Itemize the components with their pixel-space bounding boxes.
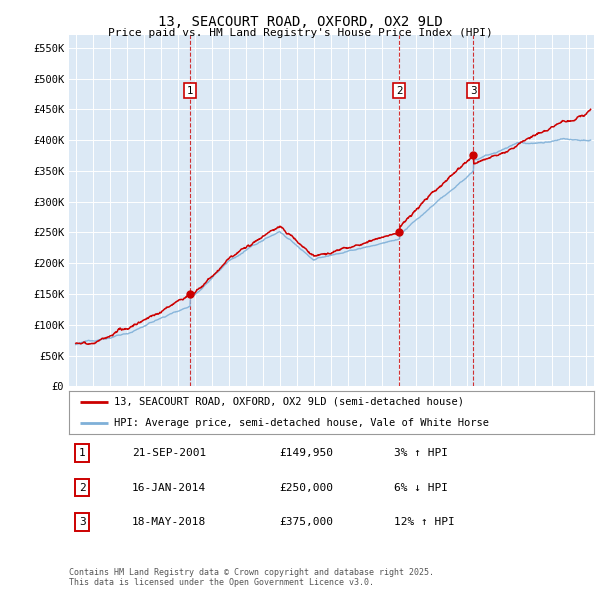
- Text: 3: 3: [470, 86, 476, 96]
- Text: 1: 1: [79, 448, 86, 458]
- Text: 6% ↓ HPI: 6% ↓ HPI: [395, 483, 449, 493]
- Text: 13, SEACOURT ROAD, OXFORD, OX2 9LD (semi-detached house): 13, SEACOURT ROAD, OXFORD, OX2 9LD (semi…: [113, 397, 464, 407]
- Text: Contains HM Land Registry data © Crown copyright and database right 2025.
This d: Contains HM Land Registry data © Crown c…: [69, 568, 434, 587]
- Text: £375,000: £375,000: [279, 517, 333, 527]
- Text: HPI: Average price, semi-detached house, Vale of White Horse: HPI: Average price, semi-detached house,…: [113, 418, 488, 428]
- Text: 12% ↑ HPI: 12% ↑ HPI: [395, 517, 455, 527]
- Text: 16-JAN-2014: 16-JAN-2014: [132, 483, 206, 493]
- Text: 18-MAY-2018: 18-MAY-2018: [132, 517, 206, 527]
- Text: 2: 2: [79, 483, 86, 493]
- Text: 13, SEACOURT ROAD, OXFORD, OX2 9LD: 13, SEACOURT ROAD, OXFORD, OX2 9LD: [158, 15, 442, 29]
- Text: 3% ↑ HPI: 3% ↑ HPI: [395, 448, 449, 458]
- Text: 21-SEP-2001: 21-SEP-2001: [132, 448, 206, 458]
- Text: 2: 2: [396, 86, 403, 96]
- Text: 3: 3: [79, 517, 86, 527]
- Text: £250,000: £250,000: [279, 483, 333, 493]
- Text: £149,950: £149,950: [279, 448, 333, 458]
- Text: 1: 1: [187, 86, 193, 96]
- Text: Price paid vs. HM Land Registry's House Price Index (HPI): Price paid vs. HM Land Registry's House …: [107, 28, 493, 38]
